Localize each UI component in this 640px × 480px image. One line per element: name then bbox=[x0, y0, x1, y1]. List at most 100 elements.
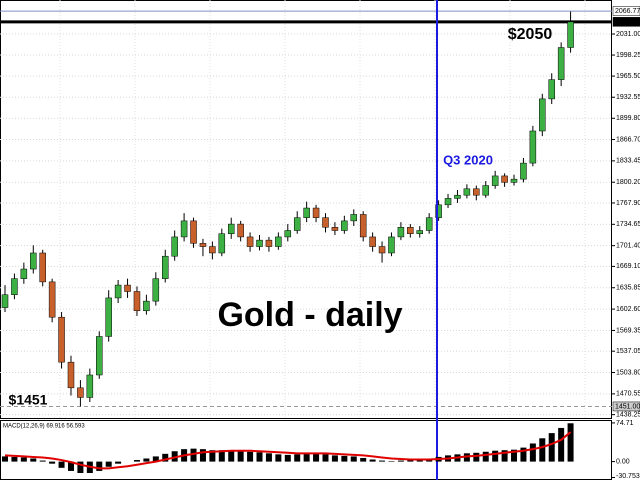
candle-body bbox=[444, 198, 452, 206]
candle-body bbox=[67, 361, 75, 389]
y-tick-label: 1537.05 bbox=[616, 348, 640, 355]
macd-bar bbox=[30, 458, 37, 462]
macd-bar bbox=[492, 450, 499, 462]
y-tick-label: 1965.50 bbox=[616, 73, 640, 80]
candle-body bbox=[388, 236, 395, 254]
candle-body bbox=[510, 178, 518, 183]
candle-body bbox=[143, 300, 150, 312]
y-tick-label: 1503.80 bbox=[616, 369, 640, 376]
y-tick-label: 1833.45 bbox=[616, 158, 640, 165]
macd-bar bbox=[265, 453, 272, 462]
macd-bar bbox=[407, 460, 414, 462]
candle-body bbox=[557, 47, 565, 80]
candle-body bbox=[331, 227, 339, 231]
candle-body bbox=[171, 236, 178, 257]
macd-bar bbox=[388, 461, 395, 462]
level-label: 1451.00 bbox=[615, 403, 640, 410]
macd-title: MACD(12,26,9) 69.916 56.593 bbox=[3, 424, 85, 430]
macd-bar bbox=[511, 449, 518, 462]
macd-bar bbox=[67, 461, 74, 471]
macd-bar bbox=[152, 456, 159, 462]
macd-bar bbox=[218, 450, 225, 462]
candle-body bbox=[425, 217, 433, 231]
y-tick-label: 1998.25 bbox=[616, 52, 640, 59]
macd-bar bbox=[247, 451, 254, 462]
candle-body bbox=[312, 207, 320, 218]
macd-bar bbox=[77, 461, 84, 473]
macd-bar bbox=[303, 453, 310, 462]
candle-body bbox=[39, 252, 46, 283]
annotation: $2050 bbox=[508, 26, 553, 43]
candle-body bbox=[435, 204, 442, 218]
macd-bar bbox=[331, 455, 338, 462]
candle-body bbox=[256, 239, 263, 247]
level-label: 2050.00 bbox=[615, 19, 640, 26]
level-label: 2066.77 bbox=[615, 8, 640, 15]
macd-bar bbox=[369, 459, 376, 462]
y-tick-label: 1800.20 bbox=[616, 179, 640, 186]
candle-body bbox=[218, 233, 226, 254]
macd-bar bbox=[397, 460, 404, 462]
macd-bar bbox=[49, 461, 56, 464]
candle-body bbox=[369, 236, 376, 247]
candle-body bbox=[30, 252, 37, 270]
y-tick-label: -30.753 bbox=[616, 473, 640, 480]
macd-bar bbox=[105, 461, 112, 467]
macd-bar bbox=[237, 450, 244, 462]
macd-bar bbox=[11, 456, 18, 462]
candle-body bbox=[237, 223, 244, 238]
candle-body bbox=[86, 374, 94, 398]
y-tick-label: 1438.25 bbox=[616, 411, 640, 418]
candle-body bbox=[341, 220, 348, 231]
main-panel-frame bbox=[0, 0, 612, 419]
candle-body bbox=[265, 239, 273, 247]
y-tick-label: 1734.65 bbox=[616, 221, 640, 228]
candle-body bbox=[293, 217, 301, 231]
candle-body bbox=[350, 214, 358, 222]
y-tick-label: 0.00 bbox=[616, 458, 630, 465]
candle-body bbox=[539, 98, 546, 132]
macd-bar bbox=[416, 459, 423, 462]
macd-bar bbox=[501, 450, 508, 462]
level-label-box bbox=[612, 6, 640, 16]
macd-bar bbox=[482, 451, 489, 462]
candle-body bbox=[491, 175, 499, 186]
y-tick-label: 2031.00 bbox=[616, 31, 640, 38]
macd-bar bbox=[228, 450, 235, 462]
macd-bar bbox=[199, 449, 206, 462]
macd-bar bbox=[313, 453, 320, 462]
candle-body bbox=[199, 243, 207, 247]
candle-body bbox=[180, 220, 188, 238]
macd-bar bbox=[529, 443, 536, 462]
macd-bar bbox=[360, 457, 367, 462]
candle-body bbox=[397, 227, 405, 238]
candle-body bbox=[501, 175, 508, 183]
macd-bar bbox=[162, 453, 169, 462]
candle-body bbox=[227, 223, 235, 234]
y-tick-label: 1767.90 bbox=[616, 200, 640, 207]
macd-bar bbox=[171, 451, 178, 462]
candle-body bbox=[133, 291, 141, 312]
candle-body bbox=[529, 130, 537, 164]
macd-bar bbox=[341, 455, 348, 462]
macd-bar bbox=[143, 458, 150, 462]
y-tick-label: 1669.10 bbox=[616, 263, 640, 270]
y-tick-label: 1866.70 bbox=[616, 136, 640, 143]
macd-bar bbox=[284, 454, 291, 462]
candle-body bbox=[48, 281, 56, 318]
candle-body bbox=[284, 230, 292, 238]
macd-bar bbox=[275, 454, 282, 462]
candle-body bbox=[407, 227, 414, 234]
y-tick-label: 1635.85 bbox=[616, 285, 640, 292]
macd-bar bbox=[567, 423, 574, 462]
macd-bar bbox=[294, 454, 301, 462]
candle-body bbox=[114, 284, 122, 299]
macd-bar bbox=[115, 461, 122, 464]
macd-bar bbox=[39, 460, 46, 462]
candle-body bbox=[322, 217, 329, 228]
macd-bar bbox=[133, 460, 140, 462]
y-tick-label: 1701.40 bbox=[616, 243, 640, 250]
candle-body bbox=[463, 188, 471, 196]
